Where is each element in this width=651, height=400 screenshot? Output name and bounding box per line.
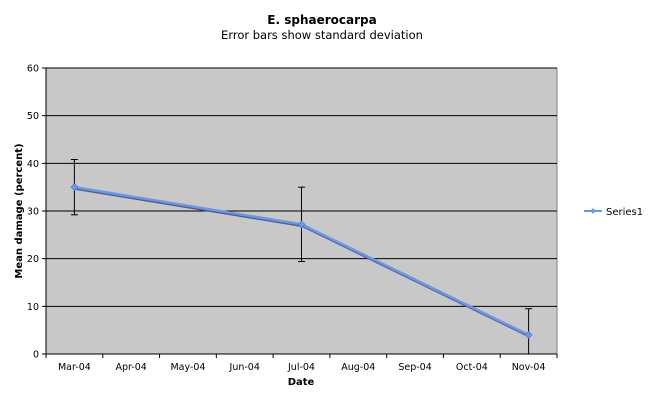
data-point-Nov-04: [524, 331, 533, 339]
y-tick-label-60: 60: [27, 64, 39, 75]
legend-marker-series1: [590, 208, 596, 214]
y-tick-label-0: 0: [33, 350, 39, 361]
legend: Series1: [584, 207, 643, 218]
y-tick-label-20: 20: [27, 254, 39, 265]
x-tick-label-May-04: May-04: [170, 362, 205, 373]
y-tick-label-50: 50: [27, 111, 39, 122]
x-axis-label: Date: [288, 377, 315, 388]
x-tick-label-Oct-04: Oct-04: [456, 362, 488, 373]
data-points: [70, 183, 533, 339]
x-axis-ticks: Mar-04 Apr-04 May-04 Jun-04 Jul-04 Aug-04 Sep-…: [45, 353, 558, 373]
y-tick-label-40: 40: [27, 159, 39, 170]
data-point-Mar-04: [70, 183, 79, 192]
x-tick-label-Mar-04: Mar-04: [58, 362, 91, 373]
chart-title: E. sphaerocarpa: [267, 13, 376, 27]
y-axis-ticks: 0 10 20 30 40 50 60: [27, 64, 47, 361]
x-tick-label-Jun-04: Jun-04: [229, 362, 260, 373]
legend-label-series1: Series1: [606, 207, 643, 218]
x-tick-label-Apr-04: Apr-04: [115, 362, 146, 373]
chart-subtitle: Error bars show standard deviation: [221, 28, 423, 42]
y-tick-label-30: 30: [27, 207, 39, 218]
x-tick-label-Jul-04: Jul-04: [287, 362, 315, 373]
data-point-Jul-04: [297, 220, 306, 229]
y-axis-label: Mean damage (percent): [14, 143, 25, 278]
y-tick-label-10: 10: [27, 302, 39, 313]
x-tick-label-Sep-04: Sep-04: [398, 362, 431, 373]
x-tick-label-Aug-04: Aug-04: [341, 362, 375, 373]
x-tick-label-Nov-04: Nov-04: [512, 362, 546, 373]
